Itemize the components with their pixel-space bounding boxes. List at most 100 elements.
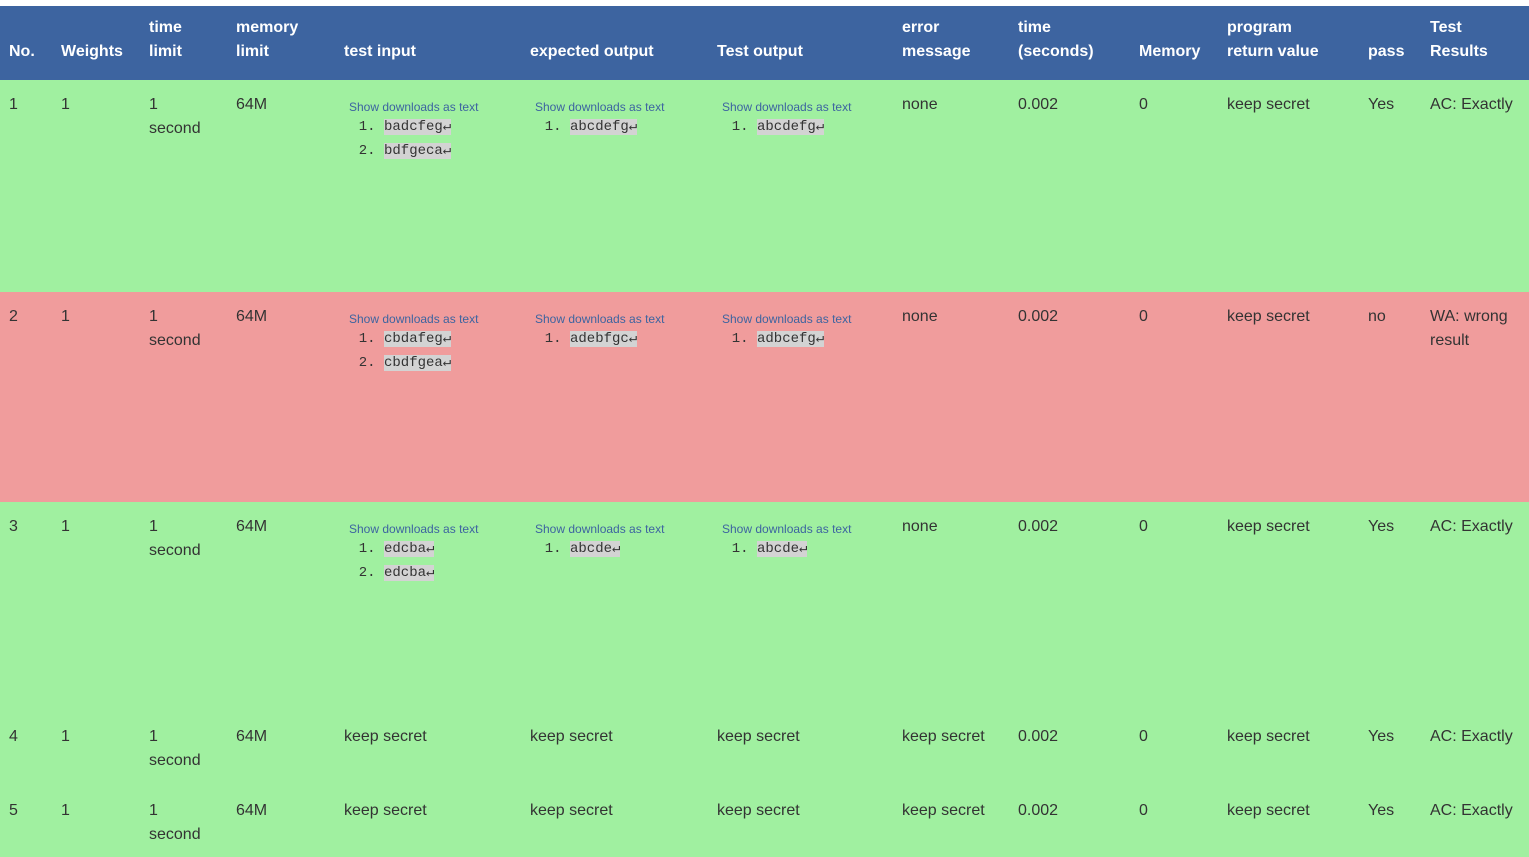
cell: 1 second bbox=[140, 712, 227, 786]
cell-text: keep secret bbox=[717, 802, 800, 819]
cell: 4 bbox=[0, 712, 52, 786]
cell: 64M bbox=[227, 786, 335, 857]
cell: 1 bbox=[52, 502, 140, 712]
data-item: abcdefg↵ bbox=[757, 115, 884, 139]
cell: keep secret bbox=[521, 712, 708, 786]
show-as-text-link[interactable]: Show downloads as text bbox=[349, 522, 479, 536]
data-item: cbdafeg↵ bbox=[384, 327, 512, 351]
cell: keep secret bbox=[1218, 786, 1359, 857]
cell: 64M bbox=[227, 502, 335, 712]
header-cell: memory limit bbox=[227, 6, 335, 80]
data-text: edcba↵ bbox=[384, 541, 435, 557]
cell: WA: wrong result bbox=[1421, 292, 1529, 502]
cell-text: no bbox=[1368, 308, 1386, 325]
show-as-text-link[interactable]: Show downloads as text bbox=[722, 100, 852, 114]
cell-text: keep secret bbox=[530, 728, 613, 745]
cell: keep secret bbox=[708, 786, 893, 857]
cell-text: 1 bbox=[61, 728, 70, 745]
data-item: cbdfgea↵ bbox=[384, 351, 512, 375]
cell-text: second bbox=[149, 542, 201, 559]
data-text: adbcefg↵ bbox=[757, 331, 825, 347]
cell-text: AC: Exactly bbox=[1430, 802, 1513, 819]
show-as-text-link[interactable]: Show downloads as text bbox=[535, 100, 665, 114]
header-cell: expected output bbox=[521, 6, 708, 80]
data-text: cbdfgea↵ bbox=[384, 355, 452, 371]
cell: Show downloads as text adbcefg↵ bbox=[708, 292, 893, 502]
cell-text: 64M bbox=[236, 728, 268, 745]
header-text: message bbox=[902, 43, 971, 60]
header-text: time bbox=[1018, 19, 1051, 36]
cell-text: 1 bbox=[9, 96, 18, 113]
data-text: abcdefg↵ bbox=[757, 119, 825, 135]
cell-text: 0 bbox=[1139, 802, 1148, 819]
data-item: abcde↵ bbox=[570, 537, 699, 561]
cell-text: keep secret bbox=[530, 802, 613, 819]
cell-text: 5 bbox=[9, 802, 18, 819]
cell: Show downloads as text abcde↵ bbox=[708, 502, 893, 712]
cell-text: keep secret bbox=[902, 728, 985, 745]
data-text: abcdefg↵ bbox=[570, 119, 638, 135]
result-row: 5 1 1 second 64M keep secret keep secret keep s… bbox=[0, 786, 1529, 857]
header-cell: pass bbox=[1359, 6, 1421, 80]
data-item: badcfeg↵ bbox=[384, 115, 512, 139]
cell: 0 bbox=[1130, 786, 1218, 857]
cell: AC: Exactly bbox=[1421, 786, 1529, 857]
show-as-text-link[interactable]: Show downloads as text bbox=[722, 522, 852, 536]
cell-text: keep secret bbox=[1227, 518, 1310, 535]
cell-text: AC: Exactly bbox=[1430, 518, 1513, 535]
cell-text: keep secret bbox=[344, 728, 427, 745]
cell: keep secret bbox=[521, 786, 708, 857]
results-table: No. Weights time limit memory limit test input… bbox=[0, 6, 1529, 857]
header-text: No. bbox=[9, 43, 35, 60]
cell-text: 4 bbox=[9, 728, 18, 745]
cell-text: result bbox=[1430, 332, 1470, 349]
data-list: abcde↵ bbox=[717, 537, 884, 561]
cell: keep secret bbox=[893, 712, 1009, 786]
cell: 0.002 bbox=[1009, 80, 1130, 292]
show-as-text-link[interactable]: Show downloads as text bbox=[722, 312, 852, 326]
show-as-text-link[interactable]: Show downloads as text bbox=[535, 522, 665, 536]
cell-text: 1 bbox=[61, 96, 70, 113]
cell-text: 64M bbox=[236, 96, 268, 113]
cell-text: AC: Exactly bbox=[1430, 728, 1513, 745]
cell: Yes bbox=[1359, 80, 1421, 292]
show-as-text-link[interactable]: Show downloads as text bbox=[535, 312, 665, 326]
cell-text: 0 bbox=[1139, 308, 1148, 325]
cell-text: 1 bbox=[149, 96, 158, 113]
cell-text: second bbox=[149, 826, 201, 843]
cell: 5 bbox=[0, 786, 52, 857]
cell-text: second bbox=[149, 120, 201, 137]
header-text: test input bbox=[344, 43, 416, 60]
data-list: abcde↵ bbox=[530, 537, 699, 561]
cell: 0 bbox=[1130, 712, 1218, 786]
show-as-text-link[interactable]: Show downloads as text bbox=[349, 100, 479, 114]
cell: Show downloads as text abcde↵ bbox=[521, 502, 708, 712]
cell-text: keep secret bbox=[1227, 96, 1310, 113]
cell: Show downloads as text abcdefg↵ bbox=[521, 80, 708, 292]
header-cell: Weights bbox=[52, 6, 140, 80]
header-cell: No. bbox=[0, 6, 52, 80]
cell: 0.002 bbox=[1009, 292, 1130, 502]
cell: AC: Exactly bbox=[1421, 80, 1529, 292]
data-text: badcfeg↵ bbox=[384, 119, 452, 135]
cell-text: 1 bbox=[61, 308, 70, 325]
cell: keep secret bbox=[893, 786, 1009, 857]
header-cell: test input bbox=[335, 6, 521, 80]
cell: AC: Exactly bbox=[1421, 712, 1529, 786]
cell-text: 3 bbox=[9, 518, 18, 535]
cell: 64M bbox=[227, 80, 335, 292]
cell: 0.002 bbox=[1009, 786, 1130, 857]
data-item: adebfgc↵ bbox=[570, 327, 699, 351]
cell-text: 1 bbox=[149, 802, 158, 819]
cell: AC: Exactly bbox=[1421, 502, 1529, 712]
cell: 1 second bbox=[140, 80, 227, 292]
cell-text: 0 bbox=[1139, 518, 1148, 535]
data-text: adebfgc↵ bbox=[570, 331, 638, 347]
cell-text: Yes bbox=[1368, 802, 1395, 819]
header-text: Test bbox=[1430, 19, 1462, 36]
show-as-text-link[interactable]: Show downloads as text bbox=[349, 312, 479, 326]
cell: keep secret bbox=[1218, 292, 1359, 502]
header-text: return value bbox=[1227, 43, 1319, 60]
